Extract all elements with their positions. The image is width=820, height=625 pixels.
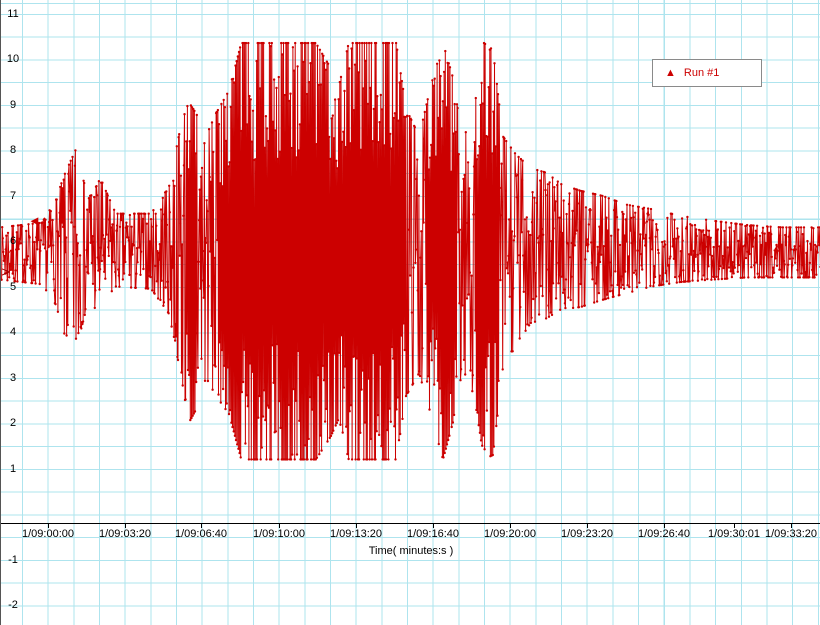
waveform-dots — [1, 41, 820, 461]
x-tick-mark — [433, 524, 434, 528]
x-axis-line — [1, 523, 820, 524]
legend[interactable]: ▲ Run #1 — [652, 59, 762, 87]
x-tick-label: 1/09:26:40 — [638, 528, 690, 540]
x-tick-mark — [48, 524, 49, 528]
y-tick-label: 8 — [9, 144, 17, 156]
x-tick-mark — [279, 524, 280, 528]
x-tick-label: 1/09:16:40 — [407, 528, 459, 540]
legend-label: Run #1 — [683, 67, 720, 79]
x-tick-mark — [356, 524, 357, 528]
x-axis-title: Time( minutes:s ) — [368, 545, 454, 557]
x-tick-mark — [664, 524, 665, 528]
x-tick-mark — [734, 524, 735, 528]
y-axis-unit-label: V — [0, 268, 13, 276]
x-tick-mark — [201, 524, 202, 528]
y-tick-label: 9 — [9, 98, 17, 111]
x-tick-mark — [125, 524, 126, 528]
x-tick-label: 1/09:20:00 — [484, 528, 536, 540]
x-tick-mark — [791, 524, 792, 528]
y-tick-label: 7 — [9, 189, 17, 202]
y-tick-label: -2 — [8, 599, 18, 611]
x-tick-mark — [510, 524, 511, 528]
y-tick-label: 1 — [9, 462, 17, 475]
x-tick-label: 1/09:33:20 — [765, 528, 817, 540]
y-tick-label: 2 — [9, 417, 17, 429]
x-tick-label: 1/09:00:00 — [22, 528, 74, 540]
y-tick-label: -1 — [8, 553, 18, 566]
y-tick-label: 3 — [9, 371, 17, 384]
y-tick-label: 6 — [9, 235, 17, 247]
y-tick-label: 11 — [7, 7, 19, 20]
y-tick-label: 10 — [6, 53, 20, 65]
x-tick-label: 1/09:13:20 — [330, 528, 382, 540]
x-tick-mark — [587, 524, 588, 528]
legend-triangle-icon: ▲ — [665, 66, 676, 79]
x-tick-label: 1/09:10:00 — [253, 528, 305, 540]
x-tick-label: 1/09:06:40 — [175, 528, 227, 540]
x-tick-label: 1/09:23:20 — [561, 528, 613, 540]
channel-marker-icon[interactable]: ◄ — [28, 213, 41, 228]
x-tick-label: 1/09:03:20 — [99, 528, 151, 540]
waveform-line — [1, 43, 820, 460]
y-tick-label: 4 — [9, 326, 17, 338]
y-tick-label: 5 — [9, 280, 17, 293]
x-tick-label: 1/09:30:01 — [708, 528, 760, 540]
